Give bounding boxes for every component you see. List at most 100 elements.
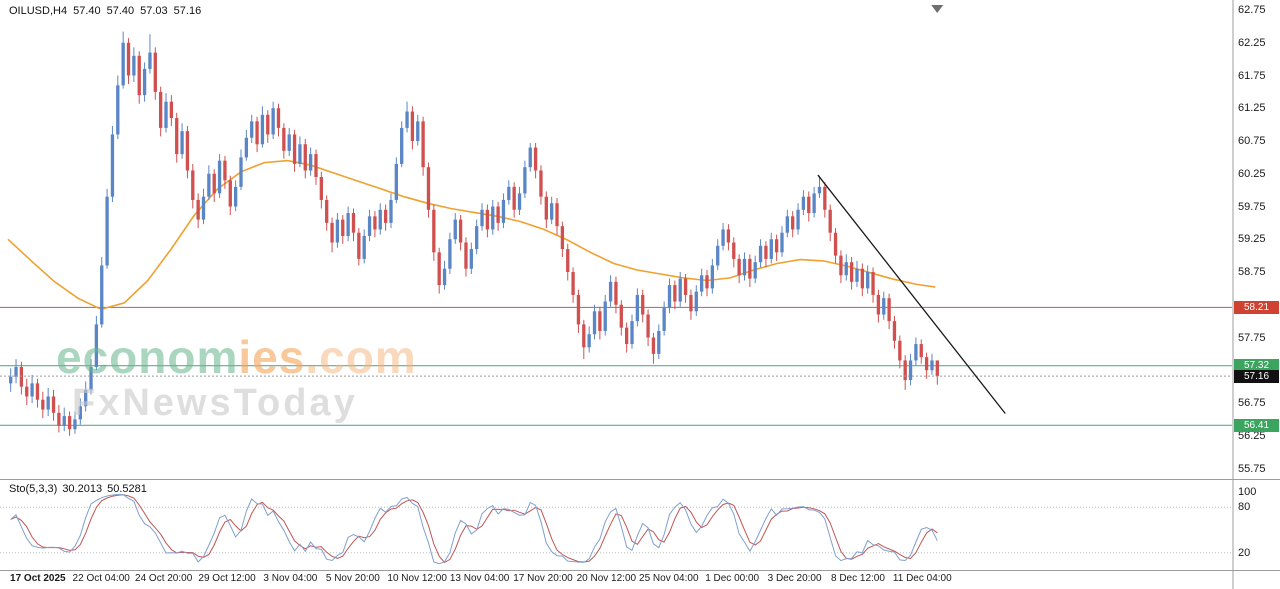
time-axis-label: 25 Nov 04:00 <box>639 573 699 584</box>
candle-body <box>239 157 243 187</box>
descending-trendline[interactable] <box>817 174 1006 414</box>
candle-body <box>603 301 607 331</box>
stochastic-name: Sto(5,3,3) <box>9 483 58 495</box>
time-axis-label: 22 Oct 04:00 <box>72 573 130 584</box>
candle-body <box>207 173 211 197</box>
candle-body <box>458 219 463 243</box>
candle-body <box>662 308 666 331</box>
time-axis-label: 20 Nov 12:00 <box>576 573 637 584</box>
candle-body <box>598 311 602 331</box>
candle-body <box>73 419 77 430</box>
candle-body <box>260 114 265 145</box>
candle-body <box>223 160 227 181</box>
candle-body <box>630 321 634 345</box>
candle-body <box>244 137 249 158</box>
candle-body <box>421 121 425 168</box>
price-axis-label: 56.75 <box>1238 397 1266 409</box>
candle-body <box>480 209 484 227</box>
candle-body <box>266 114 270 135</box>
ohlc-readout: OILUSD,H4 57.40 57.40 57.03 57.16 <box>9 5 207 17</box>
time-axis-label: 5 Nov 20:00 <box>325 573 380 584</box>
candle-body <box>726 229 731 243</box>
time-axis-label: 13 Nov 04:00 <box>449 573 510 584</box>
candle-body <box>699 275 704 292</box>
candle-body <box>485 209 490 230</box>
candle-body <box>148 52 152 69</box>
candle-body <box>592 311 597 335</box>
candle-body <box>217 160 222 194</box>
candle-body <box>812 193 816 214</box>
candle-body <box>78 406 82 420</box>
candle-body <box>319 177 323 200</box>
symbol-timeframe: OILUSD,H4 <box>9 5 68 17</box>
candle-body <box>753 262 757 279</box>
main-plot-area[interactable] <box>0 31 1232 436</box>
candle-body <box>710 265 715 289</box>
candle-body <box>796 209 800 230</box>
candle-body <box>346 213 350 236</box>
candle-body <box>935 360 939 377</box>
candle-body <box>378 209 382 230</box>
candle-body <box>303 144 307 171</box>
price-axis-label: 62.25 <box>1238 36 1266 49</box>
candle-body <box>400 127 404 164</box>
candle-body <box>667 285 672 309</box>
candle-body <box>30 383 34 397</box>
candle-body <box>298 144 302 164</box>
price-tag-57.16: 57.16 <box>1234 369 1279 383</box>
candle-body <box>373 216 377 230</box>
candle-body <box>330 222 334 243</box>
candle-body <box>512 186 516 210</box>
candle-body <box>924 357 929 371</box>
candle-body <box>362 235 366 259</box>
candle-body <box>496 206 500 223</box>
candle-body <box>41 399 45 410</box>
candle-body <box>571 272 575 295</box>
candle-body <box>469 249 473 269</box>
candle-body <box>287 134 291 151</box>
candle-body <box>641 294 645 315</box>
stochastic-label: Sto(5,3,3) 30.2013 50.5281 <box>9 483 152 495</box>
candle-body <box>544 196 548 220</box>
candle-body <box>116 85 120 135</box>
candle-body <box>860 268 864 289</box>
price-axis-label: 62.75 <box>1238 4 1266 16</box>
candle-body <box>774 239 779 253</box>
candle-body <box>716 245 720 266</box>
candle-body <box>46 396 50 410</box>
candle-body <box>876 294 881 315</box>
chart-shift-marker-icon[interactable] <box>931 5 944 13</box>
candle-body <box>555 203 559 227</box>
ohlc-open: 57.40 <box>73 5 101 17</box>
candle-body <box>169 101 174 119</box>
candle-body <box>892 321 897 341</box>
candle-body <box>764 245 768 259</box>
candle-body <box>908 360 913 381</box>
candle-body <box>121 42 125 86</box>
candle-body <box>416 121 420 141</box>
stochastic-plot-area[interactable] <box>0 493 1232 565</box>
candle-body <box>807 196 811 214</box>
candle-body <box>62 416 66 426</box>
price-axis-label: 56.25 <box>1238 429 1266 442</box>
candle-body <box>721 229 725 246</box>
time-axis-label: 8 Dec 12:00 <box>831 573 885 584</box>
candle-body <box>823 186 827 210</box>
candle-body <box>758 245 763 263</box>
candle-body <box>624 327 629 345</box>
candle-body <box>250 121 254 138</box>
time-axis-label: 17 Nov 20:00 <box>513 573 573 584</box>
candle-body <box>507 186 511 200</box>
candle-body <box>341 219 345 236</box>
moving-average-line[interactable] <box>7 159 936 311</box>
candle-body <box>14 366 18 377</box>
candle-body <box>785 216 789 233</box>
candle-body <box>351 213 356 233</box>
candle-body <box>67 416 72 430</box>
indicator-axis-label: 20 <box>1238 546 1251 559</box>
candle-body <box>314 154 318 178</box>
indicator-axis-label: 100 <box>1238 486 1257 498</box>
candle-body <box>694 291 698 312</box>
